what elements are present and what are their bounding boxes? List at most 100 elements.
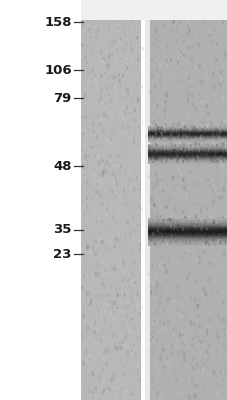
Bar bbox=[216, 382, 219, 387]
Bar bbox=[201, 84, 202, 87]
Bar bbox=[196, 304, 198, 308]
Bar bbox=[158, 200, 159, 202]
Bar bbox=[207, 314, 208, 317]
Bar bbox=[140, 31, 142, 34]
Bar bbox=[122, 262, 124, 266]
Bar bbox=[137, 220, 139, 224]
Bar bbox=[215, 132, 217, 136]
Bar bbox=[99, 125, 101, 128]
Bar bbox=[137, 272, 139, 274]
Bar bbox=[200, 257, 201, 260]
Bar bbox=[224, 368, 226, 372]
Bar bbox=[177, 311, 179, 314]
Bar bbox=[180, 132, 182, 134]
Bar bbox=[104, 268, 105, 270]
Bar bbox=[126, 350, 128, 354]
Bar bbox=[200, 300, 202, 302]
Bar bbox=[81, 296, 83, 298]
Bar bbox=[141, 137, 143, 141]
Bar bbox=[180, 146, 182, 150]
Bar bbox=[133, 285, 135, 289]
Bar bbox=[218, 196, 220, 199]
Bar bbox=[188, 350, 190, 354]
Bar bbox=[212, 228, 214, 232]
Bar bbox=[188, 209, 190, 213]
Bar bbox=[222, 43, 223, 45]
Bar bbox=[176, 121, 177, 122]
Bar bbox=[83, 386, 85, 388]
Bar bbox=[152, 294, 154, 299]
Bar bbox=[92, 342, 95, 347]
Bar bbox=[132, 86, 133, 88]
Bar bbox=[183, 147, 184, 150]
Bar bbox=[186, 374, 188, 377]
Bar bbox=[125, 82, 126, 84]
Bar bbox=[137, 26, 139, 30]
Bar bbox=[100, 293, 101, 294]
Bar bbox=[158, 336, 159, 338]
Bar bbox=[211, 137, 212, 139]
Bar bbox=[214, 162, 215, 164]
Bar bbox=[225, 230, 226, 232]
Bar bbox=[183, 158, 184, 160]
Bar bbox=[116, 306, 118, 309]
Bar bbox=[101, 165, 103, 169]
Bar bbox=[217, 230, 219, 234]
Bar bbox=[204, 153, 205, 154]
Bar bbox=[182, 179, 184, 183]
Bar bbox=[105, 396, 107, 399]
Bar bbox=[92, 178, 95, 183]
Bar bbox=[175, 322, 177, 326]
Bar bbox=[82, 128, 84, 130]
Bar bbox=[110, 164, 111, 166]
Bar bbox=[160, 132, 163, 136]
Bar bbox=[190, 264, 191, 265]
Bar bbox=[186, 92, 189, 97]
Bar bbox=[154, 350, 155, 352]
Bar bbox=[191, 104, 194, 108]
Bar bbox=[86, 153, 88, 156]
Bar bbox=[169, 336, 170, 338]
Bar bbox=[189, 113, 190, 114]
Bar bbox=[182, 177, 184, 180]
Bar bbox=[113, 22, 114, 23]
Bar bbox=[205, 30, 206, 32]
Bar bbox=[86, 233, 88, 237]
Bar bbox=[189, 320, 191, 325]
Bar bbox=[120, 169, 121, 171]
Bar bbox=[155, 36, 158, 40]
Bar bbox=[94, 84, 97, 88]
Bar bbox=[198, 226, 199, 228]
Bar bbox=[151, 198, 153, 200]
Bar bbox=[160, 44, 163, 48]
Bar bbox=[90, 273, 92, 276]
Bar bbox=[126, 83, 127, 86]
Bar bbox=[173, 153, 174, 155]
Bar bbox=[195, 232, 196, 234]
Bar bbox=[220, 34, 222, 39]
Bar bbox=[102, 163, 104, 167]
Bar bbox=[201, 242, 203, 246]
Bar bbox=[178, 241, 179, 243]
Bar bbox=[138, 232, 139, 233]
Bar bbox=[155, 156, 157, 158]
Bar bbox=[111, 265, 113, 269]
Bar bbox=[193, 222, 195, 225]
Bar bbox=[172, 159, 174, 162]
Bar bbox=[203, 126, 204, 128]
Bar bbox=[107, 91, 108, 92]
Bar bbox=[91, 135, 92, 136]
Bar bbox=[193, 259, 194, 262]
Bar bbox=[93, 270, 94, 272]
Bar bbox=[169, 130, 170, 132]
Bar bbox=[179, 41, 181, 44]
Bar bbox=[157, 209, 158, 211]
Bar bbox=[134, 63, 136, 66]
Bar bbox=[186, 98, 189, 103]
Bar bbox=[212, 320, 213, 322]
Bar bbox=[156, 374, 158, 378]
Bar bbox=[211, 246, 213, 250]
Bar bbox=[112, 373, 114, 376]
Bar bbox=[151, 295, 152, 297]
Bar bbox=[224, 125, 226, 129]
